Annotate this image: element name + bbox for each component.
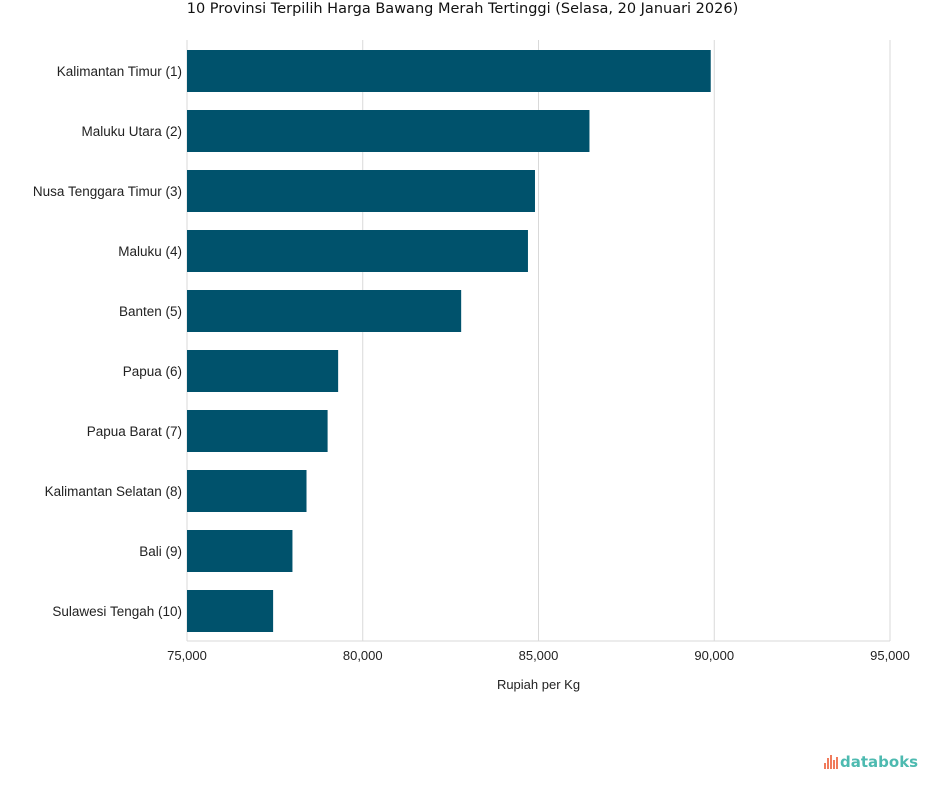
y-tick-label: Nusa Tenggara Timur (3) (33, 184, 182, 199)
x-axis-title: Rupiah per Kg (497, 677, 580, 692)
bar (187, 410, 328, 452)
x-tick-label: 75,000 (167, 648, 207, 663)
y-tick-label: Banten (5) (119, 304, 182, 319)
y-tick-label: Bali (9) (139, 544, 182, 559)
x-tick-label: 80,000 (343, 648, 383, 663)
bar (187, 230, 528, 272)
bar (187, 590, 274, 632)
y-tick-label: Kalimantan Selatan (8) (45, 484, 182, 499)
y-tick-label: Sulawesi Tengah (10) (52, 604, 182, 619)
bar (187, 530, 293, 572)
logo-bars-icon (824, 755, 838, 769)
databoks-logo: databoks (824, 753, 918, 771)
bar (187, 470, 307, 512)
bar (187, 350, 339, 392)
y-tick-label: Maluku Utara (2) (81, 124, 182, 139)
y-tick-label: Papua (6) (123, 364, 182, 379)
chart-title: 10 Provinsi Terpilih Harga Bawang Merah … (186, 1, 739, 17)
x-tick-label: 95,000 (870, 648, 910, 663)
bar (187, 170, 535, 212)
y-tick-label: Maluku (4) (118, 244, 182, 259)
x-tick-label: 85,000 (519, 648, 559, 663)
bar (187, 110, 590, 152)
bar (187, 290, 462, 332)
y-tick-label: Papua Barat (7) (87, 424, 182, 439)
y-tick-label: Kalimantan Timur (1) (57, 64, 182, 79)
logo-text: databoks (840, 753, 919, 771)
x-tick-label: 90,000 (694, 648, 734, 663)
bar (187, 50, 711, 92)
